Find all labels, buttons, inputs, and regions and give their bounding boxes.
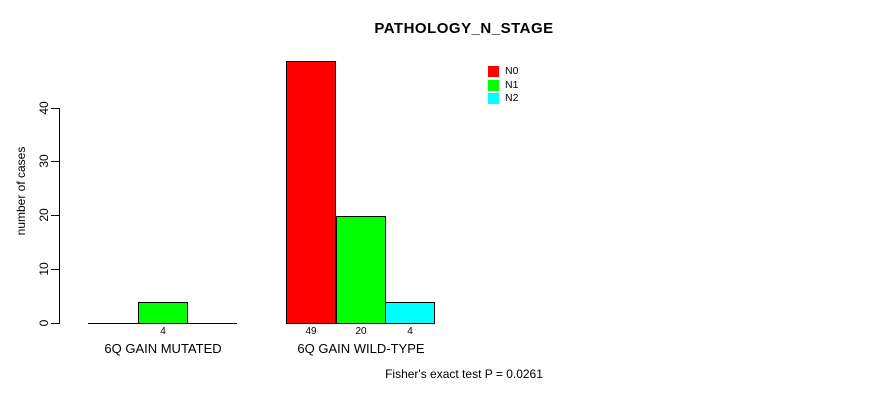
legend: N0 N1 N2 <box>488 65 518 106</box>
category-label-6q-gain-mutated: 6Q GAIN MUTATED <box>104 341 222 356</box>
bar-n2-6q-gain-wild-type <box>385 302 435 324</box>
legend-label-n2: N2 <box>505 92 519 105</box>
legend-item-n1: N1 <box>488 79 518 93</box>
bar-value-n0-6q-gain-wild-type: 49 <box>305 326 317 337</box>
y-tick-label-10: 10 <box>37 262 51 276</box>
y-tick-mark-40 <box>51 108 59 109</box>
legend-label-n1: N1 <box>505 78 519 91</box>
legend-item-n0: N0 <box>488 65 518 79</box>
y-tick-mark-30 <box>51 161 59 162</box>
bar-n1-6q-gain-wild-type <box>336 216 386 324</box>
bar-value-n1-6q-gain-mutated: 4 <box>160 326 166 337</box>
legend-swatch-n0 <box>488 66 499 78</box>
bar-value-n1-6q-gain-wild-type: 20 <box>355 326 367 337</box>
legend-label-n0: N0 <box>505 65 519 78</box>
y-tick-label-30: 30 <box>37 154 51 168</box>
y-tick-label-20: 20 <box>37 208 51 222</box>
y-axis-title: number of cases <box>14 146 28 236</box>
chart-title: PATHOLOGY_N_STAGE <box>374 20 554 37</box>
bar-value-n2-6q-gain-wild-type: 4 <box>407 326 413 337</box>
legend-item-n2: N2 <box>488 92 518 106</box>
y-tick-mark-10 <box>51 269 59 270</box>
legend-swatch-n2 <box>488 93 499 105</box>
y-axis-line <box>59 108 60 324</box>
y-tick-label-0: 0 <box>37 319 51 327</box>
legend-swatch-n1 <box>488 79 499 91</box>
annotation-fishers-test: Fisher's exact test P = 0.0261 <box>385 367 543 381</box>
y-tick-mark-20 <box>51 215 59 216</box>
category-label-6q-gain-wild-type: 6Q GAIN WILD-TYPE <box>297 341 425 356</box>
y-tick-label-40: 40 <box>37 101 51 115</box>
y-tick-mark-0 <box>51 323 59 324</box>
bar-n1-6q-gain-mutated <box>138 302 188 324</box>
bar-n0-6q-gain-wild-type <box>286 61 336 324</box>
